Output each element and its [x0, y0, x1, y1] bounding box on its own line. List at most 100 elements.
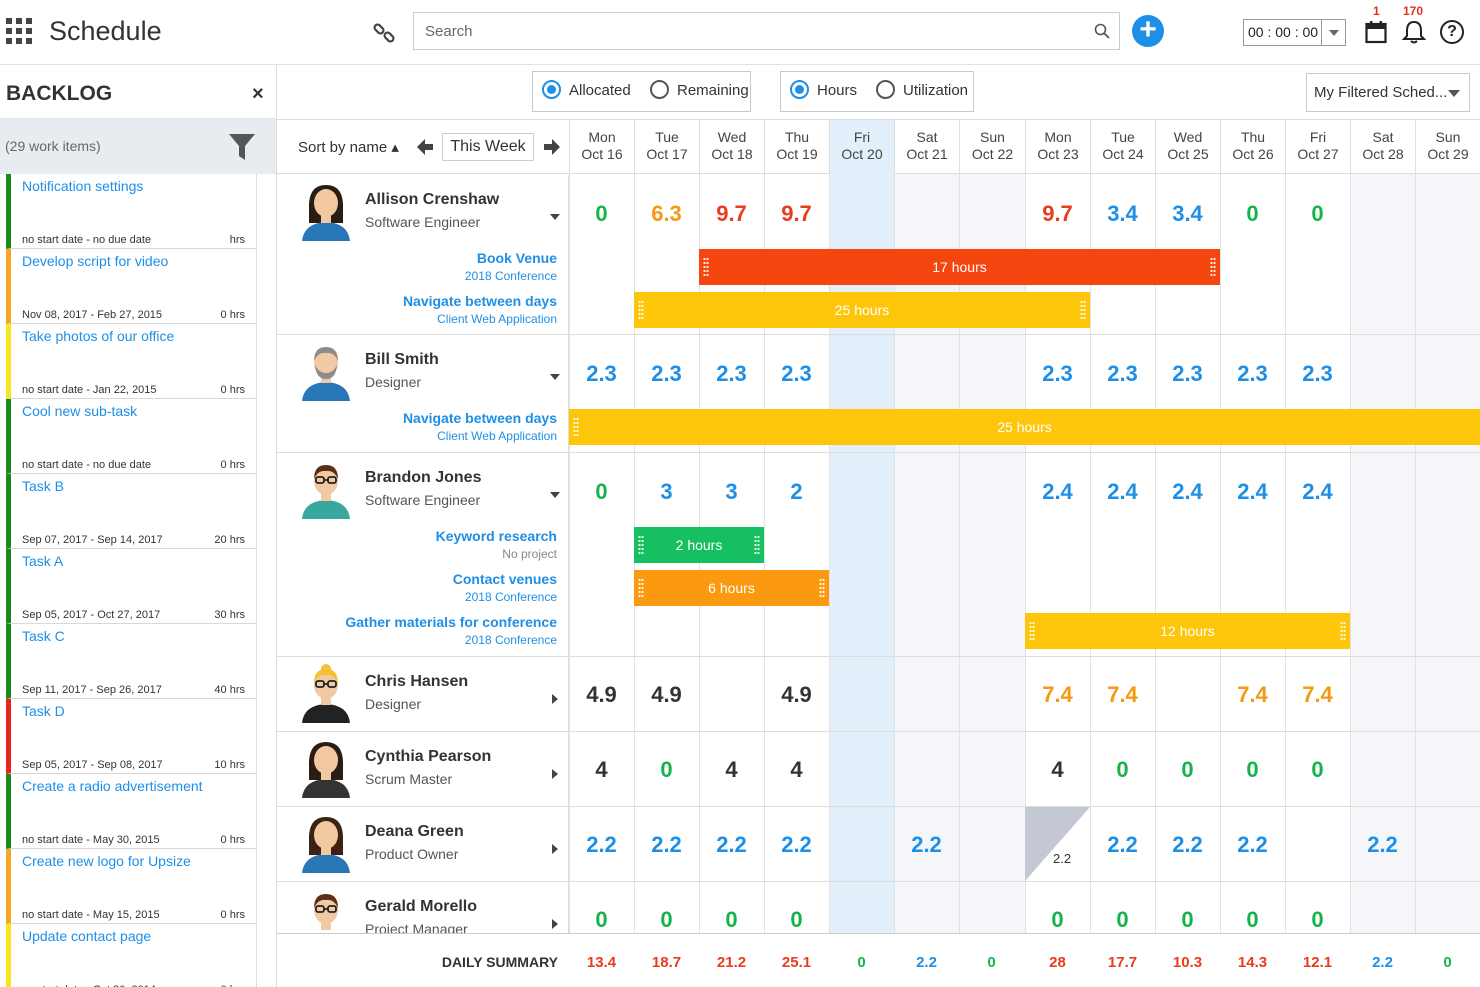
remaining-radio[interactable]: Remaining: [650, 80, 749, 99]
backlog-item-title[interactable]: Task C: [22, 628, 65, 644]
daily-hours-value[interactable]: 2.3: [1107, 361, 1138, 386]
backlog-item-title[interactable]: Cool new sub-task: [22, 403, 138, 419]
allocation-bar[interactable]: 17 hours: [699, 249, 1220, 285]
daily-hours-value[interactable]: 2: [790, 479, 803, 504]
daily-hours-value[interactable]: 2.2: [1107, 832, 1138, 857]
daily-hours-value[interactable]: 2.4: [1107, 479, 1138, 504]
daily-hours-value[interactable]: 0: [1246, 201, 1259, 226]
daily-hours-value[interactable]: 0: [1181, 757, 1194, 782]
person-name[interactable]: Cynthia Pearson: [365, 748, 492, 765]
task-name[interactable]: Navigate between days: [402, 293, 557, 309]
resize-handle-right[interactable]: [1340, 621, 1346, 641]
task-project[interactable]: Client Web Application: [437, 429, 557, 443]
resize-handle-right[interactable]: [1080, 300, 1086, 320]
resize-handle-right[interactable]: [819, 578, 825, 598]
daily-hours-value[interactable]: 7.4: [1107, 682, 1138, 707]
arrow-left-icon[interactable]: [416, 138, 434, 156]
backlog-item[interactable]: Update contact page no start date - Oct …: [6, 924, 256, 987]
daily-hours-value[interactable]: 2.2: [651, 832, 682, 857]
backlog-item-title[interactable]: Task B: [22, 478, 65, 494]
backlog-item[interactable]: Task B Sep 07, 2017 - Sep 14, 2017 20 hr…: [6, 474, 256, 549]
schedule-filter-select[interactable]: My Filtered Sched...: [1306, 73, 1470, 112]
resize-handle-left[interactable]: [1029, 621, 1035, 641]
backlog-item[interactable]: Task C Sep 11, 2017 - Sep 26, 2017 40 hr…: [6, 624, 256, 699]
backlog-item[interactable]: Task A Sep 05, 2017 - Oct 27, 2017 30 hr…: [6, 549, 256, 624]
daily-hours-value[interactable]: 6.3: [651, 201, 682, 226]
chevron-right-icon[interactable]: [549, 768, 561, 780]
daily-hours-value[interactable]: 4.9: [651, 682, 682, 707]
person-name[interactable]: Gerald Morello: [365, 898, 478, 915]
calendar-icon[interactable]: [1365, 20, 1387, 44]
daily-hours-value[interactable]: 4: [595, 757, 608, 782]
bell-icon[interactable]: [1402, 19, 1426, 45]
daily-hours-value[interactable]: 2.2: [716, 832, 747, 857]
task-project[interactable]: 2018 Conference: [464, 590, 557, 604]
backlog-item-title[interactable]: Task A: [22, 553, 64, 569]
backlog-item-title[interactable]: Develop script for video: [22, 253, 169, 269]
resize-handle-left[interactable]: [638, 535, 644, 555]
daily-hours-value[interactable]: 0: [725, 907, 738, 932]
resize-handle-left[interactable]: [638, 300, 644, 320]
chevron-right-icon[interactable]: [549, 843, 561, 855]
daily-hours-value[interactable]: 0: [1311, 757, 1324, 782]
hours-radio[interactable]: Hours: [790, 80, 857, 99]
backlog-item-title[interactable]: Take photos of our office: [22, 328, 175, 344]
person-name[interactable]: Brandon Jones: [365, 469, 482, 486]
add-button[interactable]: +: [1132, 15, 1164, 47]
task-project[interactable]: 2018 Conference: [464, 269, 557, 283]
backlog-item[interactable]: Notification settings no start date - no…: [6, 174, 256, 249]
daily-hours-value[interactable]: 2.2: [781, 832, 812, 857]
app-grid-icon[interactable]: [6, 18, 32, 46]
chevron-right-icon[interactable]: [549, 918, 561, 930]
chevron-right-icon[interactable]: [549, 693, 561, 705]
filter-icon[interactable]: [228, 132, 256, 162]
person-name[interactable]: Allison Crenshaw: [365, 191, 500, 208]
task-project[interactable]: 2018 Conference: [464, 633, 557, 647]
daily-hours-value[interactable]: 2.3: [781, 361, 812, 386]
close-icon[interactable]: ×: [252, 83, 264, 105]
daily-hours-value[interactable]: 0: [1311, 907, 1324, 932]
backlog-item-title[interactable]: Task D: [22, 703, 65, 719]
daily-hours-value[interactable]: 0: [1311, 201, 1324, 226]
backlog-scrollbar[interactable]: [256, 174, 276, 987]
task-name[interactable]: Keyword research: [435, 528, 557, 544]
task-name[interactable]: Gather materials for conference: [345, 614, 557, 630]
daily-hours-value[interactable]: 2.3: [716, 361, 747, 386]
resize-handle-left[interactable]: [638, 578, 644, 598]
arrow-right-icon[interactable]: [543, 138, 561, 156]
daily-hours-value[interactable]: 0: [660, 907, 673, 932]
daily-hours-value[interactable]: 0: [1181, 907, 1194, 932]
daily-hours-value[interactable]: 0: [1051, 907, 1064, 932]
daily-hours-value[interactable]: 2.2: [586, 832, 617, 857]
daily-hours-value[interactable]: 2.2: [1237, 832, 1268, 857]
daily-hours-value[interactable]: 9.7: [781, 201, 812, 226]
daily-hours-value[interactable]: 0: [1116, 907, 1129, 932]
daily-hours-value[interactable]: 2.3: [1172, 361, 1203, 386]
person-name[interactable]: Deana Green: [365, 823, 464, 840]
sort-by-name-button[interactable]: Sort by name ▴: [298, 139, 399, 156]
resize-handle-left[interactable]: [703, 257, 709, 277]
daily-hours-value[interactable]: 0: [790, 907, 803, 932]
daily-hours-value[interactable]: 0: [595, 907, 608, 932]
backlog-item-title[interactable]: Notification settings: [22, 178, 144, 194]
allocated-radio[interactable]: Allocated: [542, 80, 631, 99]
daily-hours-value[interactable]: 2.2: [1367, 832, 1398, 857]
backlog-item-title[interactable]: Create new logo for Upsize: [22, 853, 191, 869]
person-name[interactable]: Bill Smith: [365, 351, 439, 368]
link-icon[interactable]: [372, 20, 398, 46]
chevron-down-icon[interactable]: [549, 489, 561, 501]
daily-hours-value[interactable]: 2.3: [1302, 361, 1333, 386]
daily-hours-value[interactable]: 2.3: [586, 361, 617, 386]
search-icon[interactable]: [1094, 23, 1110, 39]
resize-handle-right[interactable]: [754, 535, 760, 555]
backlog-item-title[interactable]: Create a radio advertisement: [22, 778, 203, 794]
allocation-bar[interactable]: 2 hours: [634, 527, 764, 563]
daily-hours-value[interactable]: 7.4: [1042, 682, 1073, 707]
person-name[interactable]: Chris Hansen: [365, 673, 469, 690]
daily-hours-value[interactable]: 3.4: [1172, 201, 1203, 226]
backlog-item[interactable]: Develop script for video Nov 08, 2017 - …: [6, 249, 256, 324]
search-input[interactable]: [414, 13, 1084, 49]
daily-hours-value[interactable]: 2.3: [1237, 361, 1268, 386]
allocation-bar[interactable]: 25 hours: [634, 292, 1090, 328]
task-name[interactable]: Navigate between days: [402, 410, 557, 426]
